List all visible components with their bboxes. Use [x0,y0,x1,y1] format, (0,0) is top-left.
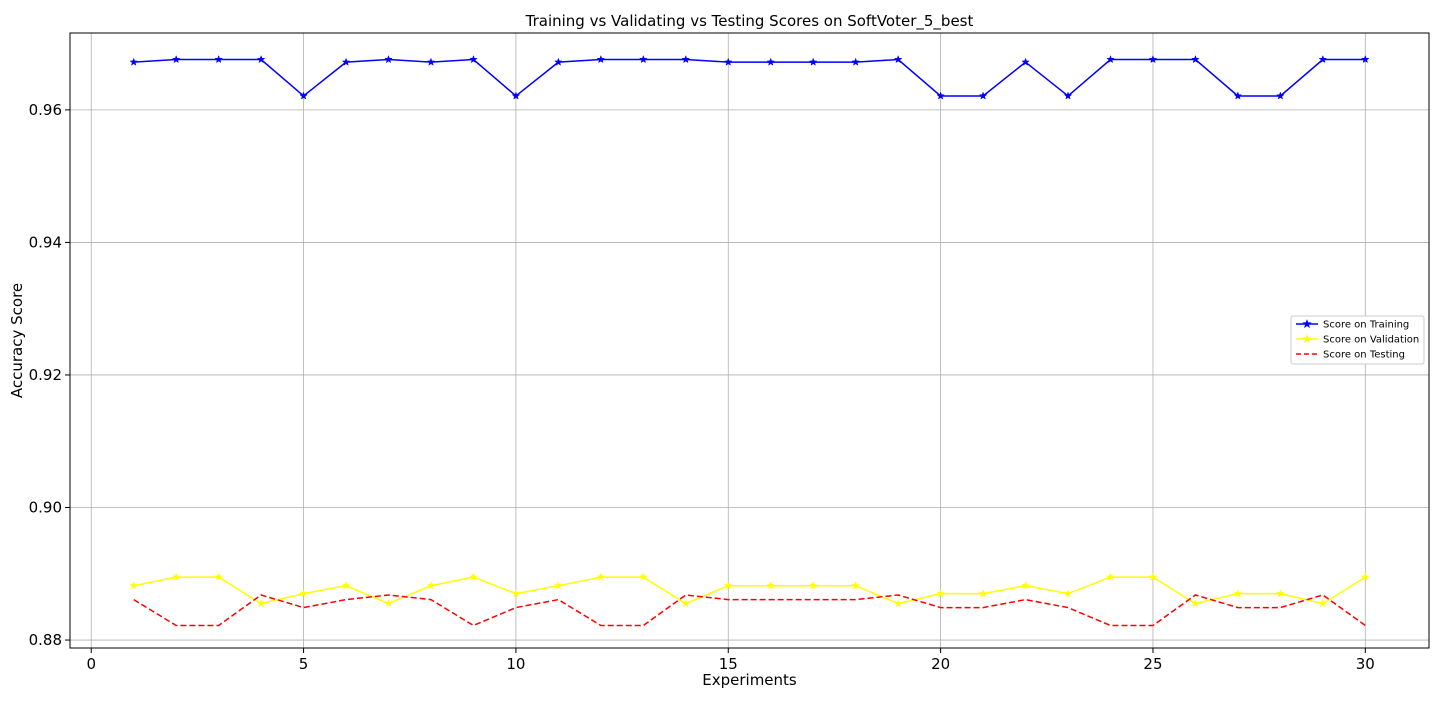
series-2-point [723,581,733,590]
series-2-point [511,589,521,598]
series-1-point [723,57,733,66]
series-2-point [1318,599,1328,608]
series-line-3 [133,594,1366,627]
series-2-point [384,599,393,608]
series-1-point [639,54,648,64]
series-lines [129,54,1370,627]
y-axis-label: Accuracy Score [8,283,26,398]
x-tick-label: 30 [1356,655,1375,673]
series-1-point [978,91,988,100]
series-1-point [808,57,818,66]
series-1-point [511,91,521,100]
series-1-point [299,91,308,100]
series-2-point [299,589,308,598]
series-2-point [469,572,478,581]
series-2-point [341,581,351,590]
series-2-point [1021,581,1030,590]
x-axis-label: Experiments [702,671,797,689]
series-2-point [214,572,223,581]
series-1-point [1191,54,1200,64]
series-1-point [1021,57,1030,66]
series-1-point [936,91,945,100]
series-1-point [256,54,266,64]
series-2-point [1148,572,1158,581]
series-1-point [1148,54,1158,64]
series-2-point [1106,572,1115,581]
plot-area-frame [69,32,1430,649]
series-2-point [171,572,181,581]
legend-marker-2 [1302,334,1312,343]
series-1-point [1360,54,1370,64]
series-1-point [1063,91,1073,100]
series-1-point [384,54,393,64]
series-1-point [1276,91,1285,100]
series-1-point [893,54,903,64]
series-2-point [893,599,903,608]
x-tick-label: 5 [299,655,309,673]
series-line-2 [133,576,1366,605]
series-1-point [171,54,181,64]
series-2-point [1360,572,1370,581]
legend-marker-1 [1302,319,1312,328]
series-1-point [341,57,351,66]
series-1-point [766,57,776,66]
x-tick-label: 15 [719,655,738,673]
legend-label-3: Score on Testing [1323,350,1405,361]
x-tick-label: 25 [1143,655,1162,673]
series-2-point [639,572,648,581]
axis-ticks: 0 5 10 15 20 25 30 0.88 0.90 0.92 0.94 0.96 [29,101,1375,673]
chart-legend: Score on Training Score on Validation Scor… [1290,315,1425,365]
y-tick-label: 0.92 [29,366,62,384]
series-1-point [129,57,139,66]
legend-label-1: Score on Training [1323,320,1409,331]
series-1-point [1106,54,1115,64]
x-tick-label: 0 [86,655,96,673]
series-2-point [426,581,436,590]
series-1-point [214,54,223,64]
series-1-point [681,54,691,64]
series-1-point [1318,54,1328,64]
legend-box [1290,315,1425,365]
series-2-point [978,589,988,598]
series-line-1 [133,58,1366,97]
series-1-point [1233,91,1243,100]
series-2-point [1276,589,1285,598]
series-2-point [256,599,266,608]
series-2-point [596,572,606,581]
x-tick-label: 10 [506,655,525,673]
series-2-point [1233,589,1243,598]
series-2-point [766,581,776,590]
series-2-point [554,581,563,590]
series-2-point [1191,599,1200,608]
x-tick-label: 20 [931,655,950,673]
y-tick-label: 0.88 [29,631,62,649]
series-1-point [851,57,860,66]
series-2-point [681,599,691,608]
legend-label-2: Score on Validation [1323,335,1419,346]
chart-title: Training vs Validating vs Testing Scores… [525,12,974,31]
series-2-point [1063,589,1073,598]
series-2-point [808,581,818,590]
series-2-point [936,589,945,598]
series-1-point [426,57,436,66]
series-1-point [469,54,478,64]
y-tick-label: 0.94 [29,233,62,251]
series-1-point [554,57,563,66]
y-tick-label: 0.90 [29,499,62,517]
series-1-point [596,54,606,64]
series-2-point [851,581,860,590]
series-2-point [129,581,138,590]
y-tick-label: 0.96 [29,101,62,119]
grid-lines [70,33,1429,648]
